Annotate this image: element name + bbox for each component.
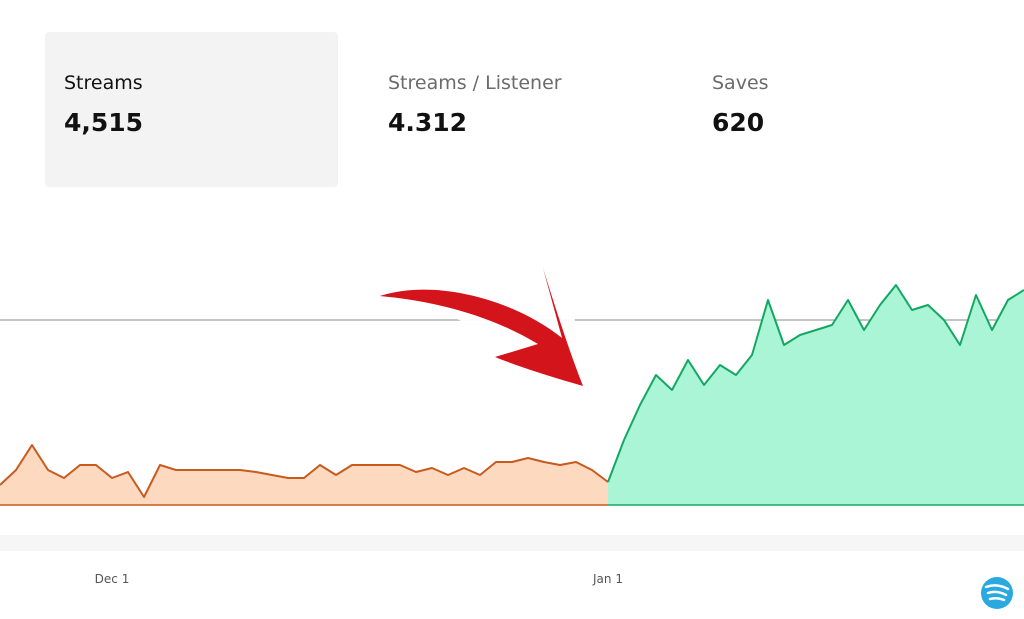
stat-card[interactable]: Streams 4,515 (45, 32, 338, 187)
area-fill (0, 445, 608, 505)
spotify-logo[interactable] (981, 577, 1013, 609)
area-fill (608, 285, 1024, 505)
x-tick-label: Dec 1 (95, 572, 130, 586)
stat-card[interactable]: Saves 620 (693, 32, 986, 187)
stat-label: Streams (64, 72, 143, 94)
series-line (607, 284, 1024, 483)
annotation-arrow (363, 253, 599, 397)
stat-value: 620 (712, 108, 765, 137)
stat-label: Streams / Listener (388, 72, 562, 94)
stat-card[interactable]: Streams / Listener 4.312 (369, 32, 662, 187)
series-line (0, 444, 609, 498)
scroll-track (0, 535, 1024, 551)
stat-value: 4,515 (64, 108, 144, 137)
stat-value: 4.312 (388, 108, 468, 137)
stat-label: Saves (712, 72, 769, 94)
x-tick-label: Jan 1 (592, 572, 623, 586)
plot (0, 284, 1024, 506)
